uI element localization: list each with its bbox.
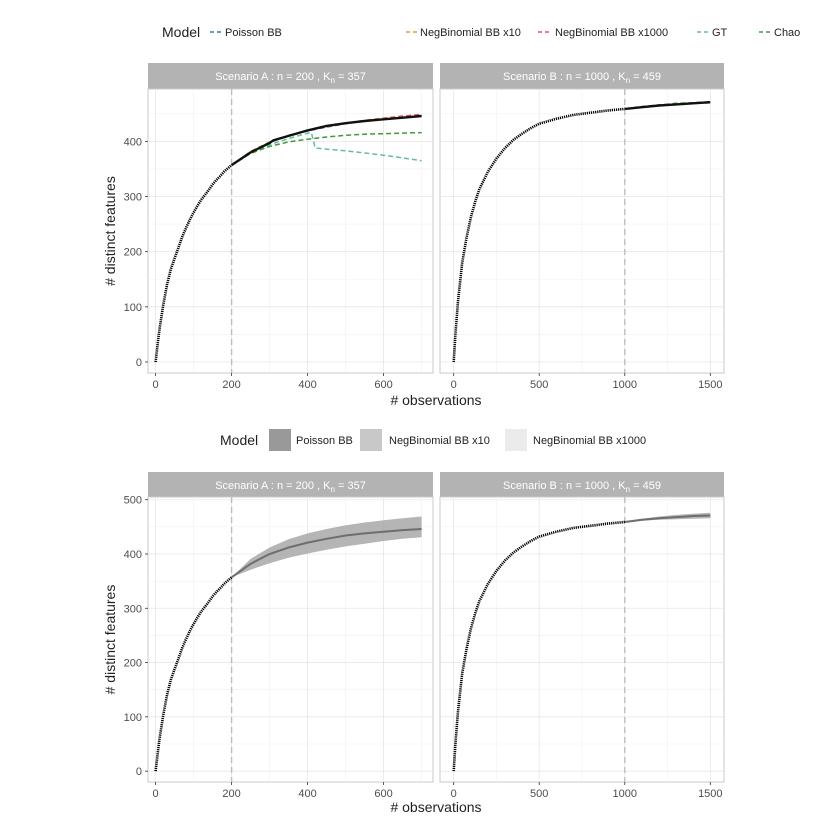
band-mean-line	[624, 514, 711, 523]
legend-title: Model	[220, 432, 258, 448]
x-tick-label: 1000	[613, 788, 637, 800]
y-tick-label: 200	[124, 247, 142, 259]
observed-curve	[154, 164, 233, 363]
strip-sub: n	[626, 485, 630, 494]
x-tick-label: 200	[222, 788, 240, 800]
panel-strip	[148, 472, 433, 497]
legend-title: Model	[162, 24, 200, 40]
panel-strip	[440, 63, 724, 89]
series-line-gt	[231, 131, 422, 166]
y-tick-label: 300	[124, 192, 142, 204]
strip-prefix: Scenario B : n = 1000 , K	[503, 480, 626, 492]
strip-prefix: Scenario A : n = 200 , K	[215, 71, 331, 83]
panel-strip	[440, 472, 724, 497]
true-curve-line	[230, 114, 422, 167]
x-tick-label: 500	[530, 788, 548, 800]
x-tick-label: 600	[374, 379, 392, 391]
x-tick-label: 1500	[698, 788, 722, 800]
observed-curve	[452, 520, 625, 772]
legend-swatch	[505, 429, 527, 451]
panel-2: Scenario B : n = 1000 , Kn = 459 0 500 1000…	[439, 472, 725, 800]
y-tick-label: 200	[124, 658, 142, 670]
x-axis-title: # observations	[390, 392, 481, 408]
legend-entry: Poisson BB	[296, 435, 353, 447]
true-curve-line	[624, 101, 711, 111]
strip-suffix: = 459	[630, 480, 661, 492]
chart-2: Model Poisson BB NegBinomial BB x10 NegBino…	[102, 429, 725, 815]
strip-prefix: Scenario B : n = 1000 , K	[503, 71, 626, 83]
y-tick-label: 100	[124, 302, 142, 314]
strip-sub: n	[330, 485, 334, 494]
legend-entry: GT	[712, 27, 728, 39]
panel-strip-label: Scenario B : n = 1000 , Kn = 459	[503, 480, 661, 494]
legend-entry: Poisson BB	[225, 27, 282, 39]
y-tick-label: 0	[136, 357, 142, 369]
panel-background	[147, 88, 434, 374]
x-tick-label: 600	[374, 788, 392, 800]
legend: Model Poisson BB NegBinomial BB x10 NegBino…	[220, 429, 646, 451]
y-axis-title: # distinct features	[102, 176, 118, 286]
strip-prefix: Scenario A : n = 200 , K	[215, 480, 331, 492]
strip-suffix: = 459	[630, 71, 661, 83]
x-axis-title: # observations	[390, 799, 481, 815]
chart-1: Model Poisson BB NegBinomial BB x10 NegBino…	[102, 24, 800, 408]
y-axis-title: # distinct features	[102, 585, 118, 695]
strip-suffix: = 357	[335, 71, 366, 83]
x-tick-label: 500	[530, 379, 548, 391]
panel-strip-label: Scenario B : n = 1000 , Kn = 459	[503, 71, 661, 85]
x-tick-label: 400	[298, 379, 316, 391]
y-tick-label: 400	[124, 549, 142, 561]
legend-entry: NegBinomial BB x10	[389, 435, 490, 447]
x-tick-label: 200	[222, 379, 240, 391]
panel-1: Scenario A : n = 200 , Kn = 357 0 100 200 30…	[124, 63, 434, 391]
observed-curve	[452, 107, 625, 363]
legend-entry: NegBinomial BB x10	[420, 27, 521, 39]
strip-suffix: = 357	[335, 480, 366, 492]
y-tick-label: 500	[124, 495, 142, 507]
panel-strip-label: Scenario A : n = 200 , Kn = 357	[215, 71, 366, 85]
legend-entry: NegBinomial BB x1000	[533, 435, 646, 447]
x-tick-label: 0	[153, 788, 159, 800]
strip-sub: n	[626, 76, 630, 85]
y-tick-label: 300	[124, 603, 142, 615]
panel-2: Scenario B : n = 1000 , Kn = 459 0 500 1000…	[439, 63, 725, 391]
panel-strip	[148, 63, 433, 89]
x-tick-label: 1000	[613, 379, 637, 391]
x-tick-label: 0	[451, 379, 457, 391]
panel-strip-label: Scenario A : n = 200 , Kn = 357	[215, 480, 366, 494]
series-line-chao	[231, 131, 422, 166]
x-tick-label: 1500	[698, 379, 722, 391]
strip-sub: n	[330, 76, 334, 85]
x-tick-label: 0	[451, 788, 457, 800]
band-mean-line	[231, 528, 422, 579]
y-tick-label: 400	[124, 136, 142, 148]
panel-1: Scenario A : n = 200 , Kn = 357 0 100 200 30…	[124, 472, 434, 800]
x-tick-label: 400	[298, 788, 316, 800]
x-tick-label: 0	[153, 379, 159, 391]
y-tick-label: 0	[136, 766, 142, 778]
legend: Model Poisson BB NegBinomial BB x10 NegBino…	[162, 24, 800, 40]
y-tick-label: 100	[124, 712, 142, 724]
legend-entry: NegBinomial BB x1000	[555, 27, 668, 39]
legend-swatch	[360, 429, 382, 451]
legend-swatch	[269, 429, 291, 451]
legend-entry: Chao	[774, 27, 800, 39]
